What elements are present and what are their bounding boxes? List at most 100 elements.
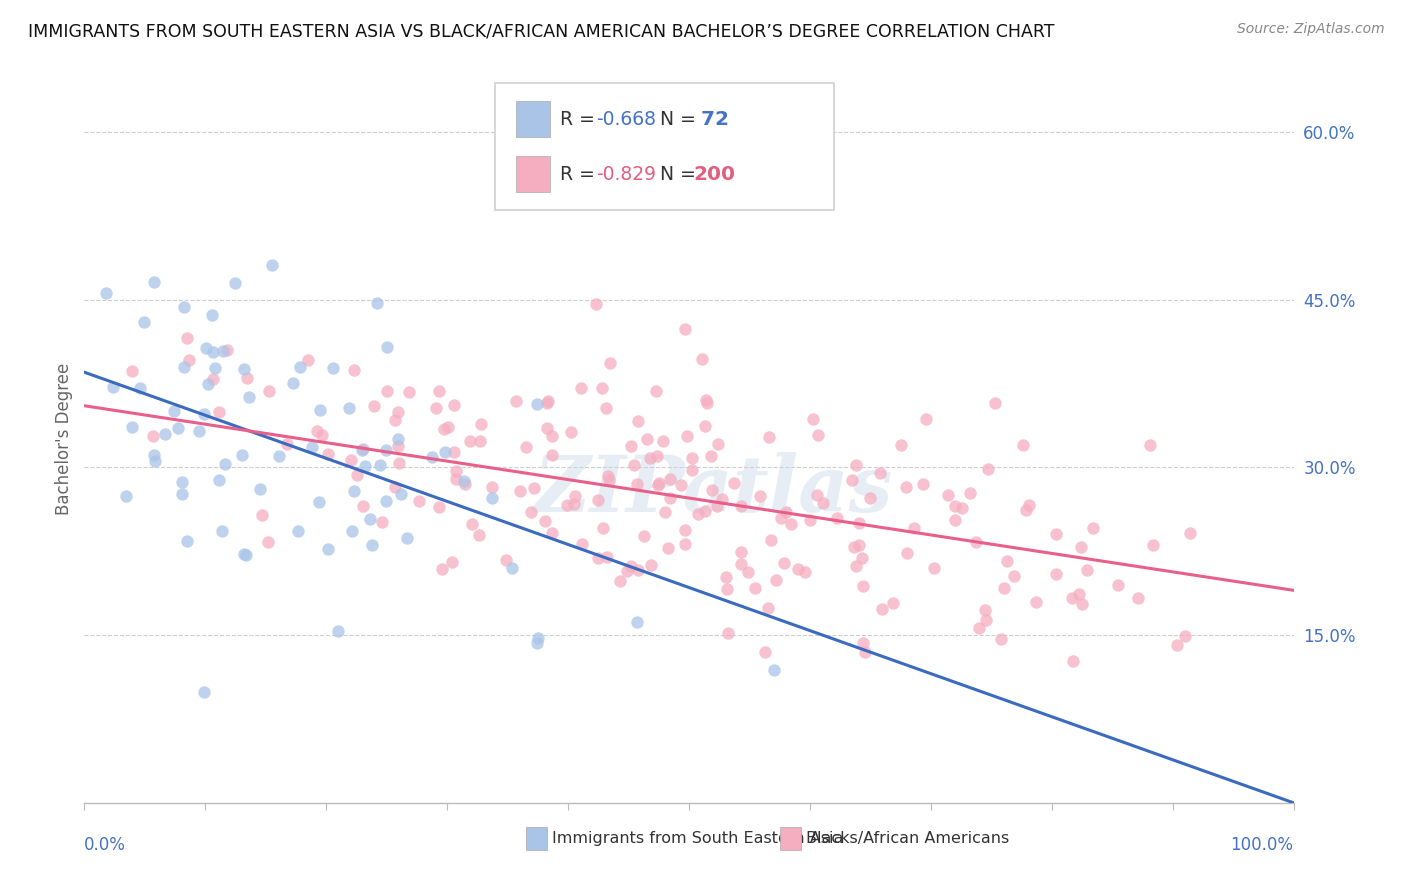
FancyBboxPatch shape (516, 156, 550, 193)
Point (586, 492, 609, 507)
Point (257, 534, 280, 549)
Point (1015, 503, 1038, 517)
Point (571, 381, 593, 395)
Point (657, 541, 679, 556)
Point (359, 512, 381, 526)
Point (598, 468, 620, 483)
Point (869, 467, 891, 481)
Point (343, 363, 366, 377)
Point (645, 384, 668, 399)
Point (366, 295, 388, 310)
Point (1012, 437, 1035, 451)
Point (170, 487, 193, 501)
Point (647, 477, 669, 491)
Point (420, 450, 443, 465)
Point (370, 515, 392, 529)
Point (638, 451, 661, 466)
Point (461, 516, 484, 531)
Point (711, 491, 734, 506)
Point (197, 377, 219, 392)
Point (1142, 538, 1164, 552)
Point (965, 534, 987, 549)
Point (224, 276, 246, 290)
Point (585, 297, 607, 311)
Point (129, 381, 152, 395)
Point (841, 473, 863, 487)
Point (609, 574, 631, 589)
Point (922, 561, 945, 575)
Point (281, 376, 304, 390)
Point (94, 286, 117, 301)
Point (976, 462, 998, 476)
Point (1071, 597, 1094, 611)
Point (1069, 587, 1091, 601)
Point (623, 458, 645, 473)
Point (309, 402, 332, 417)
Point (976, 613, 998, 627)
Point (647, 449, 669, 463)
Point (260, 258, 283, 272)
Text: Blacks/African Americans: Blacks/African Americans (806, 831, 1010, 846)
Point (384, 480, 406, 494)
Point (368, 458, 391, 472)
Text: IMMIGRANTS FROM SOUTH EASTERN ASIA VS BLACK/AFRICAN AMERICAN BACHELOR’S DEGREE C: IMMIGRANTS FROM SOUTH EASTERN ASIA VS BL… (28, 22, 1054, 40)
Point (427, 500, 450, 515)
Point (509, 483, 531, 498)
Point (911, 476, 934, 491)
Point (121, 419, 143, 434)
Point (787, 562, 810, 576)
Point (1070, 541, 1092, 555)
Point (353, 459, 375, 474)
Point (470, 434, 492, 449)
Point (758, 430, 780, 444)
Point (301, 440, 323, 454)
Point (950, 501, 973, 516)
Text: N =: N = (659, 165, 702, 184)
Point (1018, 499, 1040, 513)
Point (673, 322, 696, 336)
Point (967, 621, 990, 635)
Point (434, 445, 457, 459)
Point (1174, 629, 1197, 643)
Point (671, 477, 693, 491)
Point (238, 390, 260, 404)
Point (744, 581, 766, 595)
Point (396, 532, 419, 546)
Text: Source: ZipAtlas.com: Source: ZipAtlas.com (1237, 22, 1385, 37)
Point (1060, 591, 1083, 606)
Point (754, 645, 776, 659)
Point (851, 550, 873, 565)
Point (848, 538, 870, 552)
Point (794, 566, 817, 580)
Point (375, 442, 398, 457)
Point (882, 596, 904, 610)
Point (308, 494, 330, 508)
FancyBboxPatch shape (516, 101, 550, 137)
Point (437, 419, 460, 434)
Point (959, 486, 981, 500)
Text: 100.0%: 100.0% (1230, 836, 1294, 854)
Point (232, 362, 254, 376)
Point (807, 428, 830, 442)
Point (693, 504, 716, 518)
Point (681, 451, 703, 466)
Point (388, 456, 411, 470)
Point (384, 413, 406, 427)
Point (425, 401, 447, 416)
Point (673, 524, 696, 538)
Point (276, 437, 298, 451)
Point (586, 550, 609, 565)
Point (943, 513, 966, 527)
Point (468, 528, 491, 542)
Point (595, 401, 617, 416)
Point (974, 603, 997, 617)
Point (571, 537, 593, 551)
Point (443, 399, 465, 413)
Point (716, 582, 738, 597)
Point (389, 487, 412, 501)
Point (470, 417, 492, 431)
Point (520, 505, 543, 519)
Point (993, 581, 1015, 595)
Y-axis label: Bachelor's Degree: Bachelor's Degree (55, 363, 73, 516)
Point (541, 526, 564, 541)
